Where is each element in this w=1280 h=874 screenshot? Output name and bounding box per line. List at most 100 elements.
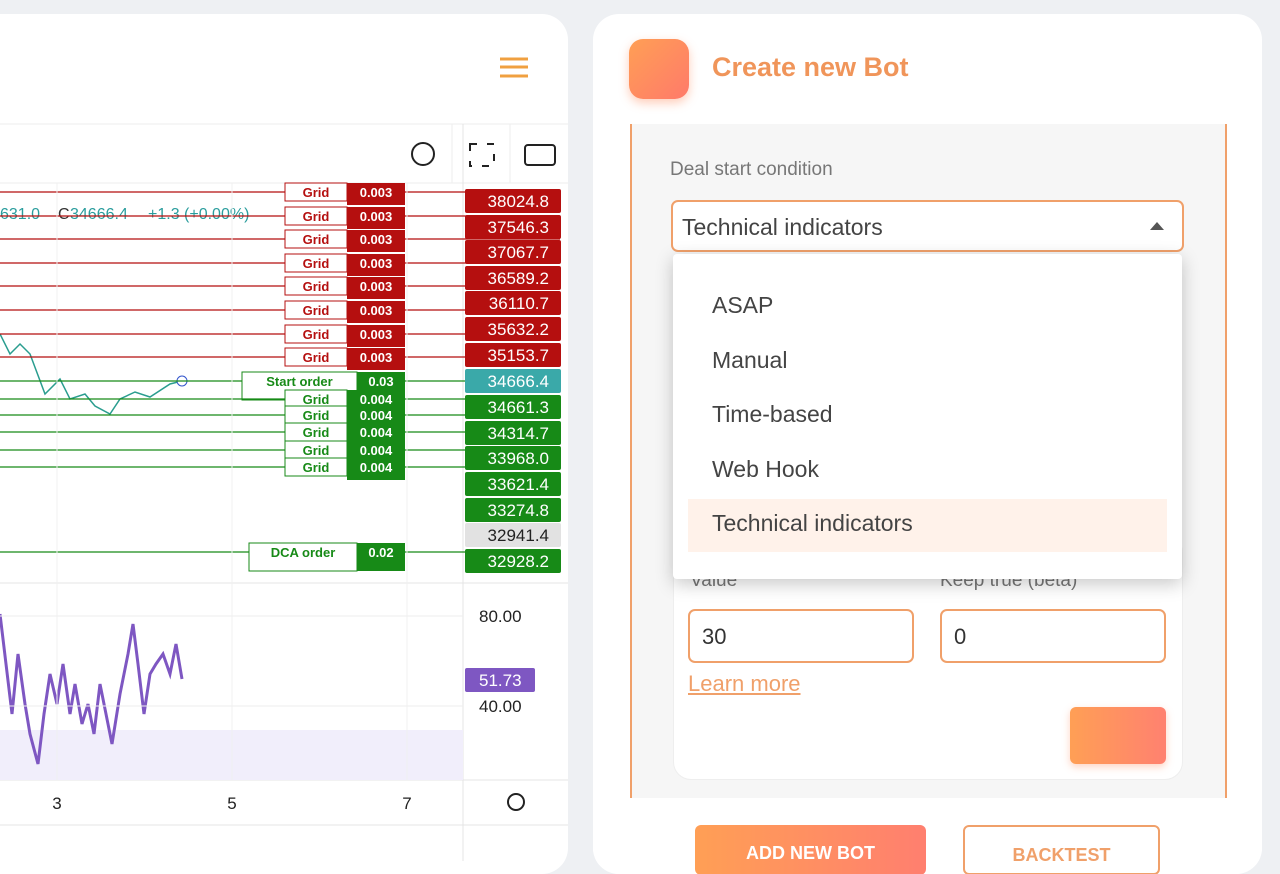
theme-icon[interactable] (507, 793, 525, 811)
settings-icon[interactable] (500, 57, 528, 78)
dropdown-menu: ASAP Manual Time-based Web Hook Technical in… (673, 254, 1182, 579)
price-label-box (465, 343, 561, 367)
time-label: 7 (402, 794, 411, 813)
price-label: 33968.0 (488, 449, 549, 468)
price-label-box (465, 472, 561, 496)
input-value: 0 (954, 624, 967, 649)
order-qty-box (347, 406, 405, 428)
order-qty-box (347, 458, 405, 480)
order-qty-box (347, 348, 405, 370)
order-qty: 0.003 (360, 279, 393, 294)
price-label: 34314.7 (488, 424, 549, 443)
order-qty: 0.004 (360, 392, 393, 407)
order-qty-box (357, 543, 405, 571)
price-label-box (465, 446, 561, 470)
price-label-box (465, 317, 561, 341)
legend-change: +1.3 (+0.00%) (148, 206, 249, 223)
order-label: Grid (303, 425, 330, 440)
order-qty-box (347, 301, 405, 323)
price-label: 34666.4 (488, 372, 549, 391)
price-label: 37546.3 (488, 218, 549, 237)
option[interactable]: Technical indicators (712, 510, 913, 536)
order-label: Grid (303, 327, 330, 342)
legend-close-label: C (58, 206, 70, 223)
price-label-box (465, 291, 561, 315)
indicator-label: 40.00 (479, 697, 522, 716)
time-label: 5 (227, 794, 236, 813)
button-label: ADD NEW BOT (746, 843, 875, 863)
order-qty: 0.004 (360, 425, 393, 440)
order-qty-box (347, 277, 405, 299)
indicator-label: 51.73 (479, 671, 522, 690)
order-label: Grid (303, 232, 330, 247)
option[interactable]: Manual (712, 347, 788, 373)
order-qty-box (347, 441, 405, 463)
order-qty: 0.003 (360, 232, 393, 247)
option[interactable]: Time-based (712, 401, 833, 427)
price-label-box (465, 369, 561, 393)
price-label-box (465, 266, 561, 290)
caret (1150, 222, 1164, 230)
page: {"chart_panel":{ "legend":{"open_fragmen… (0, 14, 1262, 874)
legend-close: 34666.4 (70, 206, 128, 223)
legend-open: 631.0 (0, 206, 40, 223)
order-label: Grid (303, 408, 330, 423)
title: Create new Bot (712, 52, 909, 82)
field-label: Deal start condition (670, 159, 833, 180)
order-label: Grid (303, 460, 330, 475)
order-qty: 0.003 (360, 350, 393, 365)
order-qty: 0.004 (360, 408, 393, 423)
order-label: Grid (303, 209, 330, 224)
backtest-button[interactable]: BACKTEST (963, 825, 1160, 874)
add-bot-button[interactable]: ADD NEW BOT (695, 825, 926, 874)
order-label: Start order (266, 374, 332, 389)
option[interactable]: Web Hook (712, 456, 819, 482)
price-label: 37067.7 (488, 243, 549, 262)
time-label: 3 (52, 794, 61, 813)
select[interactable]: Technical indicators (671, 200, 1184, 252)
price-label-box (465, 215, 561, 239)
price-label: 36589.2 (488, 269, 549, 288)
price-label-box (465, 421, 561, 445)
price-label-box (465, 498, 561, 522)
order-qty: 0.004 (360, 460, 393, 475)
order-qty-box (347, 325, 405, 347)
order-label: Grid (303, 279, 330, 294)
option-highlight (688, 499, 1167, 552)
order-label: Grid (303, 392, 330, 407)
order-qty-box (347, 183, 405, 205)
order-qty-box (347, 254, 405, 276)
order-label: Grid (303, 443, 330, 458)
camera-icon[interactable] (524, 144, 556, 166)
option[interactable]: ASAP (712, 292, 774, 318)
value-input[interactable]: 30 (688, 609, 914, 663)
input-value: 30 (702, 624, 727, 649)
bot-icon (629, 39, 689, 99)
delete-button[interactable] (1070, 707, 1166, 764)
price-label: 35153.7 (488, 346, 549, 365)
learn-more-link[interactable]: Learn more (688, 671, 801, 696)
price-label: 32928.2 (488, 552, 549, 571)
order-qty-box (347, 423, 405, 445)
order-qty: 0.003 (360, 327, 393, 342)
price-label: 33621.4 (488, 475, 549, 494)
order-label: Grid (303, 256, 330, 271)
order-label: Grid (303, 303, 330, 318)
gear-icon[interactable] (411, 142, 435, 166)
keep-true-input[interactable]: 0 (940, 609, 1166, 663)
order-qty-box (347, 230, 405, 252)
order-qty: 0.03 (368, 374, 393, 389)
price-label-box (465, 549, 561, 573)
indicator-line (0, 613, 184, 765)
order-qty: 0.02 (368, 545, 393, 560)
price-label: 34661.3 (488, 398, 549, 417)
order-label: DCA order (271, 545, 336, 560)
order-qty: 0.003 (360, 209, 393, 224)
chart: 631.0 C 34666.4 +1.3 (+0.00%) Grid 0.003 G… (0, 57, 568, 861)
price-label: 33274.8 (488, 501, 549, 520)
button-label: BACKTEST (1012, 845, 1111, 865)
order-qty-box (347, 207, 405, 229)
fullscreen-icon[interactable] (469, 143, 495, 167)
select-value: Technical indicators (682, 214, 883, 240)
price-label-box (465, 240, 561, 264)
